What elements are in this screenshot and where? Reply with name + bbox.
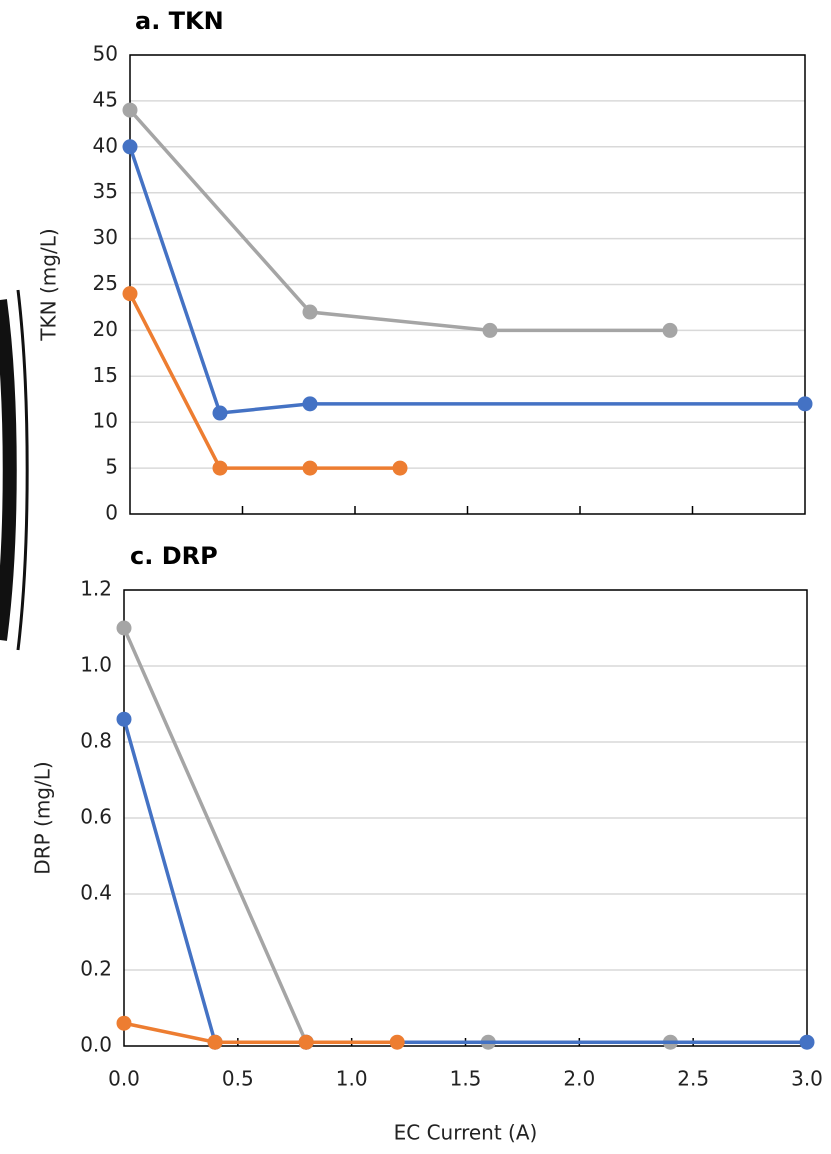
decoration — [0, 299, 17, 641]
y-tick-label: 1.0 — [80, 653, 112, 677]
y-tick-label: 0.6 — [80, 805, 112, 829]
data-point — [122, 286, 138, 302]
series-line — [128, 108, 670, 333]
x-tick-label: 2.0 — [563, 1067, 595, 1091]
data-point — [207, 1034, 223, 1050]
series-line — [122, 718, 807, 1044]
data-point — [298, 1034, 314, 1050]
y-tick-label: 1.2 — [80, 577, 112, 601]
data-point — [662, 322, 678, 338]
decoration — [16, 289, 29, 651]
data-point — [116, 1015, 132, 1031]
y-tick-label: 0.4 — [80, 881, 112, 905]
chart-title: a. TKN — [135, 7, 224, 35]
data-point — [116, 711, 132, 727]
series-line — [122, 627, 671, 1044]
y-tick-label: 0.2 — [80, 957, 112, 981]
data-point — [212, 460, 228, 476]
data-point — [482, 322, 498, 338]
y-tick-label: 0.0 — [80, 1033, 112, 1057]
y-tick-label: 40 — [93, 133, 118, 157]
series-line — [128, 146, 805, 415]
x-tick-label: 3.0 — [791, 1067, 823, 1091]
x-tick-label: 0.0 — [108, 1067, 140, 1091]
data-point — [116, 620, 132, 636]
y-tick-label: 50 — [93, 42, 118, 66]
series-line — [128, 292, 400, 470]
series-line — [123, 1021, 398, 1044]
data-point — [122, 139, 138, 155]
data-point — [389, 1034, 405, 1050]
data-point — [212, 405, 228, 421]
y-tick-label: 25 — [93, 271, 118, 295]
x-tick-label: 2.5 — [677, 1067, 709, 1091]
x-tick-label: 0.5 — [222, 1067, 254, 1091]
data-point — [302, 396, 318, 412]
data-point — [392, 460, 408, 476]
y-axis-label: TKN (mg/L) — [37, 228, 61, 341]
x-tick-label: 1.5 — [450, 1067, 482, 1091]
plot-frame — [129, 54, 806, 515]
y-tick-label: 35 — [93, 179, 118, 203]
x-tick-label: 1.0 — [336, 1067, 368, 1091]
y-tick-label: 0.8 — [80, 729, 112, 753]
y-tick-label: 30 — [93, 225, 118, 249]
y-tick-label: 10 — [93, 409, 118, 433]
y-tick-label: 45 — [93, 87, 118, 111]
y-tick-label: 20 — [93, 317, 118, 341]
data-point — [302, 460, 318, 476]
data-point — [799, 1034, 815, 1050]
data-point — [302, 304, 318, 320]
y-tick-label: 0 — [105, 501, 118, 525]
chart-title: c. DRP — [130, 542, 218, 570]
y-tick-label: 5 — [105, 455, 118, 479]
data-point — [797, 396, 813, 412]
data-point — [122, 102, 138, 118]
y-tick-label: 15 — [93, 363, 118, 387]
plot-frame — [123, 589, 808, 1047]
x-axis-label: EC Current (A) — [394, 1121, 538, 1145]
y-axis-label: DRP (mg/L) — [31, 761, 55, 874]
